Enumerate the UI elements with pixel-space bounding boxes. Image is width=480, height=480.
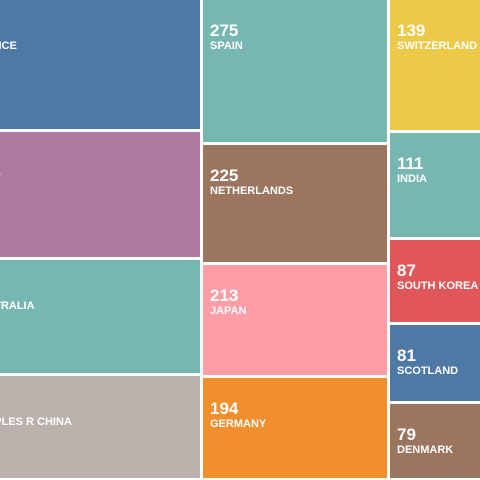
tile-south-korea: 87 SOUTH KOREA bbox=[390, 240, 480, 322]
tile-label: ITALY bbox=[0, 173, 1, 184]
tile-label: FRANCE bbox=[0, 40, 17, 52]
tile-india: 111 INDIA bbox=[390, 133, 480, 238]
tile-value: 87 bbox=[397, 261, 416, 281]
tile-value: 194 bbox=[210, 398, 239, 418]
tile-france: 360FRANCE bbox=[0, 0, 200, 130]
tile-label: DENMARK bbox=[397, 443, 454, 456]
tile-value: 213 bbox=[210, 285, 239, 305]
tile-label: GERMANY bbox=[210, 417, 267, 430]
tile-italy: 348ITALY bbox=[0, 132, 200, 258]
tile-value: 225 bbox=[210, 166, 239, 186]
tile-switzerland: 139 SWITZERLAND bbox=[390, 0, 480, 131]
tile-peoples-r-china: 284PEOPLES R CHINA bbox=[0, 376, 200, 478]
tile-spain: 275 SPAIN bbox=[203, 0, 387, 143]
tile-label: JAPAN bbox=[210, 304, 247, 317]
tile-label: PEOPLES R CHINA bbox=[0, 416, 72, 428]
tile-value: 81 bbox=[397, 345, 416, 365]
tile-germany: 194 GERMANY bbox=[203, 377, 387, 478]
tile-label: SCOTLAND bbox=[397, 364, 459, 377]
tile-value: 79 bbox=[397, 424, 416, 444]
tile-label: SPAIN bbox=[210, 40, 243, 52]
tile-label: INDIA bbox=[397, 173, 427, 186]
tile-denmark: 79 DENMARK bbox=[390, 403, 480, 478]
tile-label: NETHERLANDS bbox=[210, 185, 294, 198]
tile-label: SWITZERLAND bbox=[397, 40, 478, 52]
tile-value: 275 bbox=[210, 21, 239, 40]
tile-japan: 213 JAPAN bbox=[203, 264, 387, 375]
tile-label: SOUTH KOREA bbox=[397, 280, 479, 293]
tile-netherlands: 225 NETHERLANDS bbox=[203, 145, 387, 262]
tile-label: AUSTRALIA bbox=[0, 300, 35, 313]
tile-australia: 314AUSTRALIA bbox=[0, 260, 200, 373]
tile-scotland: 81 SCOTLAND bbox=[390, 324, 480, 401]
tile-value: 139 bbox=[397, 21, 426, 40]
tile-value: 111 bbox=[397, 154, 424, 174]
